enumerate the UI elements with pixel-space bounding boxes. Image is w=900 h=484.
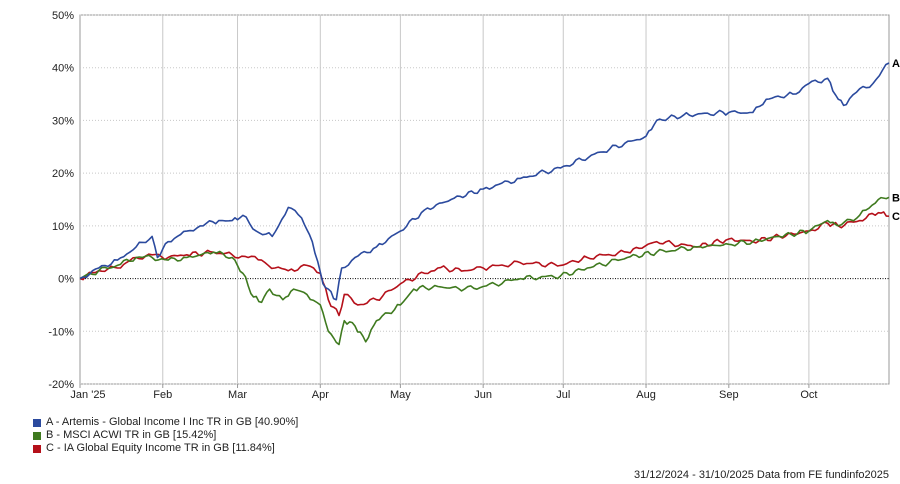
data-source-footer: 31/12/2024 - 31/10/2025 Data from FE fun… xyxy=(633,469,889,481)
x-tick-label: Jun xyxy=(474,389,492,401)
x-tick-label: May xyxy=(390,389,411,401)
legend-label-a: A - Artemis - Global Income I Inc TR in … xyxy=(46,416,299,428)
series-end-labels: CB A xyxy=(892,58,900,223)
series-lines xyxy=(79,62,890,346)
y-tick-label: 10% xyxy=(52,221,74,233)
y-tick-label: -20% xyxy=(48,379,74,391)
y-tick-label: 40% xyxy=(52,63,74,75)
legend: A - Artemis - Global Income I Inc TR in … xyxy=(33,416,298,455)
legend-item-c: C - IA Global Equity Income TR in GB [11… xyxy=(33,442,298,455)
series-line-a xyxy=(79,62,890,301)
legend-swatch-b xyxy=(33,431,41,440)
end-label-b: B xyxy=(892,192,900,204)
legend-swatch-c xyxy=(33,444,41,453)
y-axis-ticks: -20% -10% 0% 10% 20% 30% 40% 50% xyxy=(48,10,74,391)
x-tick-label: Aug xyxy=(636,389,656,401)
y-tick-label: -10% xyxy=(48,326,74,338)
plot-frame xyxy=(79,14,890,385)
y-tick-label: 50% xyxy=(52,10,74,22)
legend-swatch-a xyxy=(33,418,41,427)
series-line-c xyxy=(79,211,890,317)
y-tick-label: 30% xyxy=(52,115,74,127)
legend-item-a: A - Artemis - Global Income I Inc TR in … xyxy=(33,416,298,429)
y-tick-label: 0% xyxy=(58,274,74,286)
legend-item-b: B - MSCI ACWI TR in GB [15.42%] xyxy=(33,429,298,442)
x-tick-label: Jul xyxy=(556,389,570,401)
series-line-b xyxy=(79,196,890,346)
x-axis-ticks: Jan '25 Feb Mar Apr May Jun Jul Aug Sep Oct xyxy=(70,384,817,401)
x-tick-label: Mar xyxy=(228,389,247,401)
end-label-c: C xyxy=(892,211,900,223)
x-tick-label: Feb xyxy=(153,389,172,401)
end-label-a: A xyxy=(892,58,900,70)
x-tick-label: Apr xyxy=(312,389,329,401)
x-tick-label: Oct xyxy=(800,389,817,401)
grid-lines xyxy=(79,14,890,385)
legend-label-b: B - MSCI ACWI TR in GB [15.42%] xyxy=(46,429,217,441)
legend-label-c: C - IA Global Equity Income TR in GB [11… xyxy=(46,442,275,454)
x-tick-label: Sep xyxy=(719,389,739,401)
x-tick-label: Jan '25 xyxy=(70,389,105,401)
y-tick-label: 20% xyxy=(52,168,74,180)
